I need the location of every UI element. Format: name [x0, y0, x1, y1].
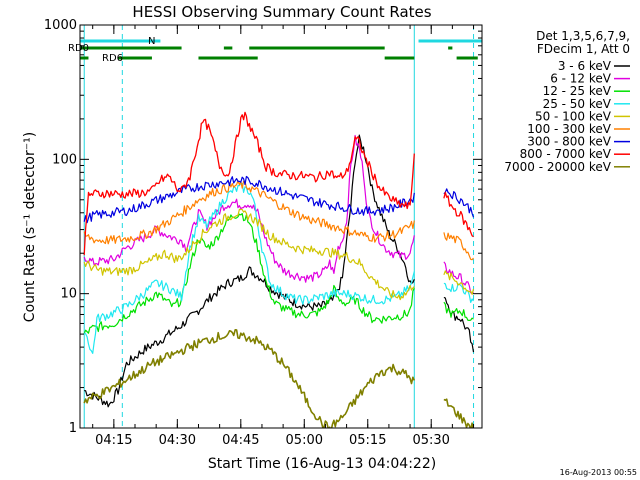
series-line-3	[83, 212, 474, 334]
y-tick-label-1: 1	[69, 421, 77, 436]
x-tick-label-4: 05:00	[286, 433, 323, 448]
y-tick-label-4: 1000	[44, 18, 77, 33]
x-tick-label-6: 05:30	[412, 433, 449, 448]
legend-label-4: 25 - 50 keV	[543, 97, 612, 111]
plot-frame	[79, 24, 483, 429]
legend-label-5: 50 - 100 keV	[535, 109, 612, 123]
x-tick-label-2: 04:30	[159, 433, 196, 448]
legend-header-line-1: Det 1,3,5,6,7,9,	[536, 29, 630, 43]
y-tick-label-2: 10	[60, 287, 77, 302]
series-line-5	[83, 208, 475, 301]
legend-label-8: 800 - 7000 keV	[520, 147, 612, 161]
legend-label-9: 7000 - 20000 keV	[504, 160, 611, 174]
series-line-8	[83, 111, 474, 256]
legend-label-3: 12 - 25 keV	[543, 84, 612, 98]
timestamp: 16-Aug-2013 00:55	[560, 468, 637, 477]
flag-label-n: N	[148, 36, 155, 47]
x-tick-label-1: 04:15	[95, 433, 132, 448]
x-axis-label: Start Time (16-Aug-13 04:04:22)	[208, 456, 436, 472]
legend-label-7: 300 - 800 keV	[527, 135, 611, 149]
y-tick-label-3: 100	[52, 152, 77, 167]
series-line-1	[84, 134, 475, 408]
series-line-7	[83, 175, 475, 224]
flag-label-rd6: RD6	[102, 53, 123, 64]
x-tick-label-3: 04:45	[222, 433, 259, 448]
series-line-9	[83, 329, 474, 428]
flag-label-rd0: RD0	[68, 43, 89, 54]
x-tick-label-5: 05:15	[349, 433, 386, 448]
legend-label-1: 3 - 6 keV	[558, 59, 612, 73]
legend-label-6: 100 - 300 keV	[527, 122, 611, 136]
series-line-6	[83, 180, 474, 261]
legend-label-2: 6 - 12 keV	[550, 72, 612, 86]
y-axis-label: Count Rate (s⁻¹ detector⁻¹)	[22, 132, 38, 322]
chart-title: HESSI Observing Summary Count Rates	[132, 3, 431, 21]
series-line-2	[83, 134, 474, 294]
legend-header-line-2: FDecim 1, Att 0	[537, 42, 630, 56]
legend: Det 1,3,5,6,7,9, FDecim 1, Att 0 3 - 6 k…	[504, 29, 630, 174]
